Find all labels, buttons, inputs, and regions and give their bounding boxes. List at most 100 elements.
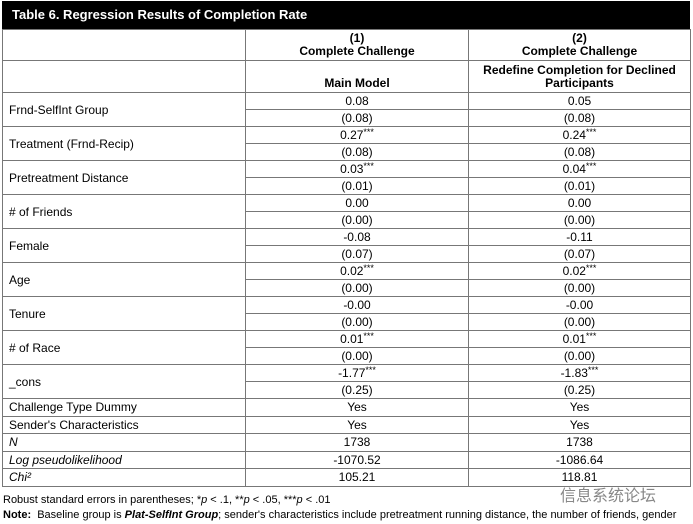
variable-label: Female [2, 228, 246, 263]
model-name: Main Model [245, 60, 469, 93]
note-text: < .01 [302, 494, 331, 506]
standard-error: (0.01) [468, 177, 691, 195]
coefficient: 0.00 [567, 196, 592, 210]
coefficient: 0.04 [562, 162, 586, 176]
significance-stars: *** [365, 365, 376, 375]
coefficient-cell: 0.00 [245, 194, 469, 212]
coefficient-cell: -1.77*** [245, 364, 469, 382]
variable-label: Pretreatment Distance [2, 160, 246, 195]
significance-stars: *** [585, 263, 597, 273]
note-text: p [296, 494, 303, 506]
variable-label: _cons [2, 364, 246, 399]
row: Age 0.02*** 0.02*** [2, 262, 691, 297]
coefficient: 0.08 [345, 94, 369, 108]
note-text: Robust standard errors in parentheses; * [3, 494, 202, 506]
variable-label: Age [2, 262, 246, 297]
row: # of Race 0.01*** 0.01*** [2, 330, 691, 365]
row: Pretreatment Distance 0.03 *** 0.04*** [2, 160, 691, 195]
standard-error: (0.00) [468, 211, 691, 229]
stat-value: Yes [468, 415, 691, 434]
coefficient: 0.24 [562, 128, 586, 142]
coefficient: -0.00 [343, 298, 371, 312]
stat-label: N [2, 433, 246, 452]
footnote: Robust standard errors in parentheses; *… [3, 494, 331, 506]
stat-value: -1086.64 [468, 450, 691, 469]
stat-row: Chi² 105.21 118.81 [2, 468, 691, 487]
variable-label: Frnd-SelfInt Group [2, 92, 246, 127]
footnote: Note: Baseline group is Plat-SelfInt Gro… [3, 509, 676, 521]
empty-header [2, 60, 246, 93]
note-text: Baseline group is [31, 509, 125, 521]
note-text: < .05, *** [249, 494, 297, 506]
significance-stars: *** [585, 127, 597, 137]
row: Frnd-SelfInt Group 0.08 0.05 [2, 92, 691, 127]
standard-error: (0.00) [468, 313, 691, 331]
note-text: Note: [3, 509, 32, 521]
row: Female -0.08 -0.11 [2, 228, 691, 263]
coefficient-cell: 0.24*** [468, 126, 691, 144]
significance-stars: *** [363, 127, 374, 137]
coefficient-cell: -0.00 [245, 296, 469, 314]
significance-stars: *** [363, 331, 374, 341]
variable-label: Treatment (Frnd-Recip) [2, 126, 246, 161]
col-number: (2) [572, 31, 587, 45]
col-name: Complete Challenge [521, 44, 638, 58]
coefficient-cell: -0.08 [245, 228, 469, 246]
coefficient-cell: -0.11 [468, 228, 691, 246]
row: (0.00) (0.00) [3, 347, 691, 365]
stat-value: -1070.52 [245, 450, 469, 469]
col-number: (1) [349, 31, 365, 45]
coefficient: -0.11 [566, 230, 593, 244]
note-text: < .1, ** [207, 494, 244, 506]
standard-error: (0.08) [245, 109, 469, 127]
coefficient-cell: 0.00 [468, 194, 691, 212]
coefficient-cell: -0.00 [468, 296, 691, 314]
variable-label: Tenure [2, 296, 246, 331]
row: (0.25) (0.25) [3, 381, 691, 399]
standard-error: (0.00) [245, 347, 469, 365]
standard-error: (0.00) [245, 313, 469, 331]
coefficient: -0.00 [565, 298, 594, 312]
coefficient-cell: -1.83*** [468, 364, 691, 382]
standard-error: (0.00) [468, 347, 691, 365]
stat-value: Yes [245, 398, 469, 417]
stat-value: 118.81 [468, 468, 691, 487]
coefficient: 0.02 [340, 264, 364, 278]
significance-stars: *** [585, 161, 597, 171]
row: Tenure -0.00 -0.00 [2, 296, 691, 331]
coefficient: 0.03 [340, 162, 364, 176]
coefficient: 0.00 [345, 196, 369, 210]
stat-row: Log pseudolikelihood -1070.52 -1086.64 [2, 450, 691, 469]
standard-error: (0.07) [468, 245, 691, 263]
coefficient-cell: 0.05 [468, 92, 691, 110]
coefficient: -0.08 [343, 230, 371, 244]
stat-value: Yes [468, 398, 691, 417]
coefficient: -1.83 [560, 366, 588, 380]
row: _cons -1.77*** -1.83*** [2, 364, 691, 399]
variable-label: # of Race [2, 330, 246, 365]
coefficient-cell: 0.02*** [245, 262, 469, 280]
col-header: (2) Complete Challenge [468, 29, 691, 61]
significance-stars: *** [587, 365, 599, 375]
row: Treatment (Frnd-Recip) 0.27*** 0.24*** [2, 126, 691, 161]
row: (0.07) (0.07) [3, 245, 691, 263]
coefficient-cell: 0.04*** [468, 160, 691, 178]
stat-value: Yes [245, 415, 469, 434]
stat-label: Log pseudolikelihood [2, 450, 246, 469]
note-text: p [201, 494, 208, 506]
coefficient-cell: 0.01*** [468, 330, 691, 348]
stat-label: Chi² [2, 468, 246, 487]
stat-label: Sender's Characteristics [2, 415, 246, 434]
stat-value: 105.21 [245, 468, 469, 487]
stat-row: N 1738 1738 [2, 433, 691, 452]
standard-error: (0.08) [468, 143, 691, 161]
variable-label: # of Friends [2, 194, 246, 229]
coefficient: 0.05 [567, 94, 592, 108]
stat-row: Challenge Type Dummy Yes Yes [2, 398, 691, 417]
row: # of Friends 0.00 0.00 [2, 194, 691, 229]
coefficient-cell: 0.01*** [245, 330, 469, 348]
standard-error: (0.00) [245, 279, 469, 297]
standard-error: (0.07) [245, 245, 469, 263]
coefficient: -1.77 [338, 366, 366, 380]
